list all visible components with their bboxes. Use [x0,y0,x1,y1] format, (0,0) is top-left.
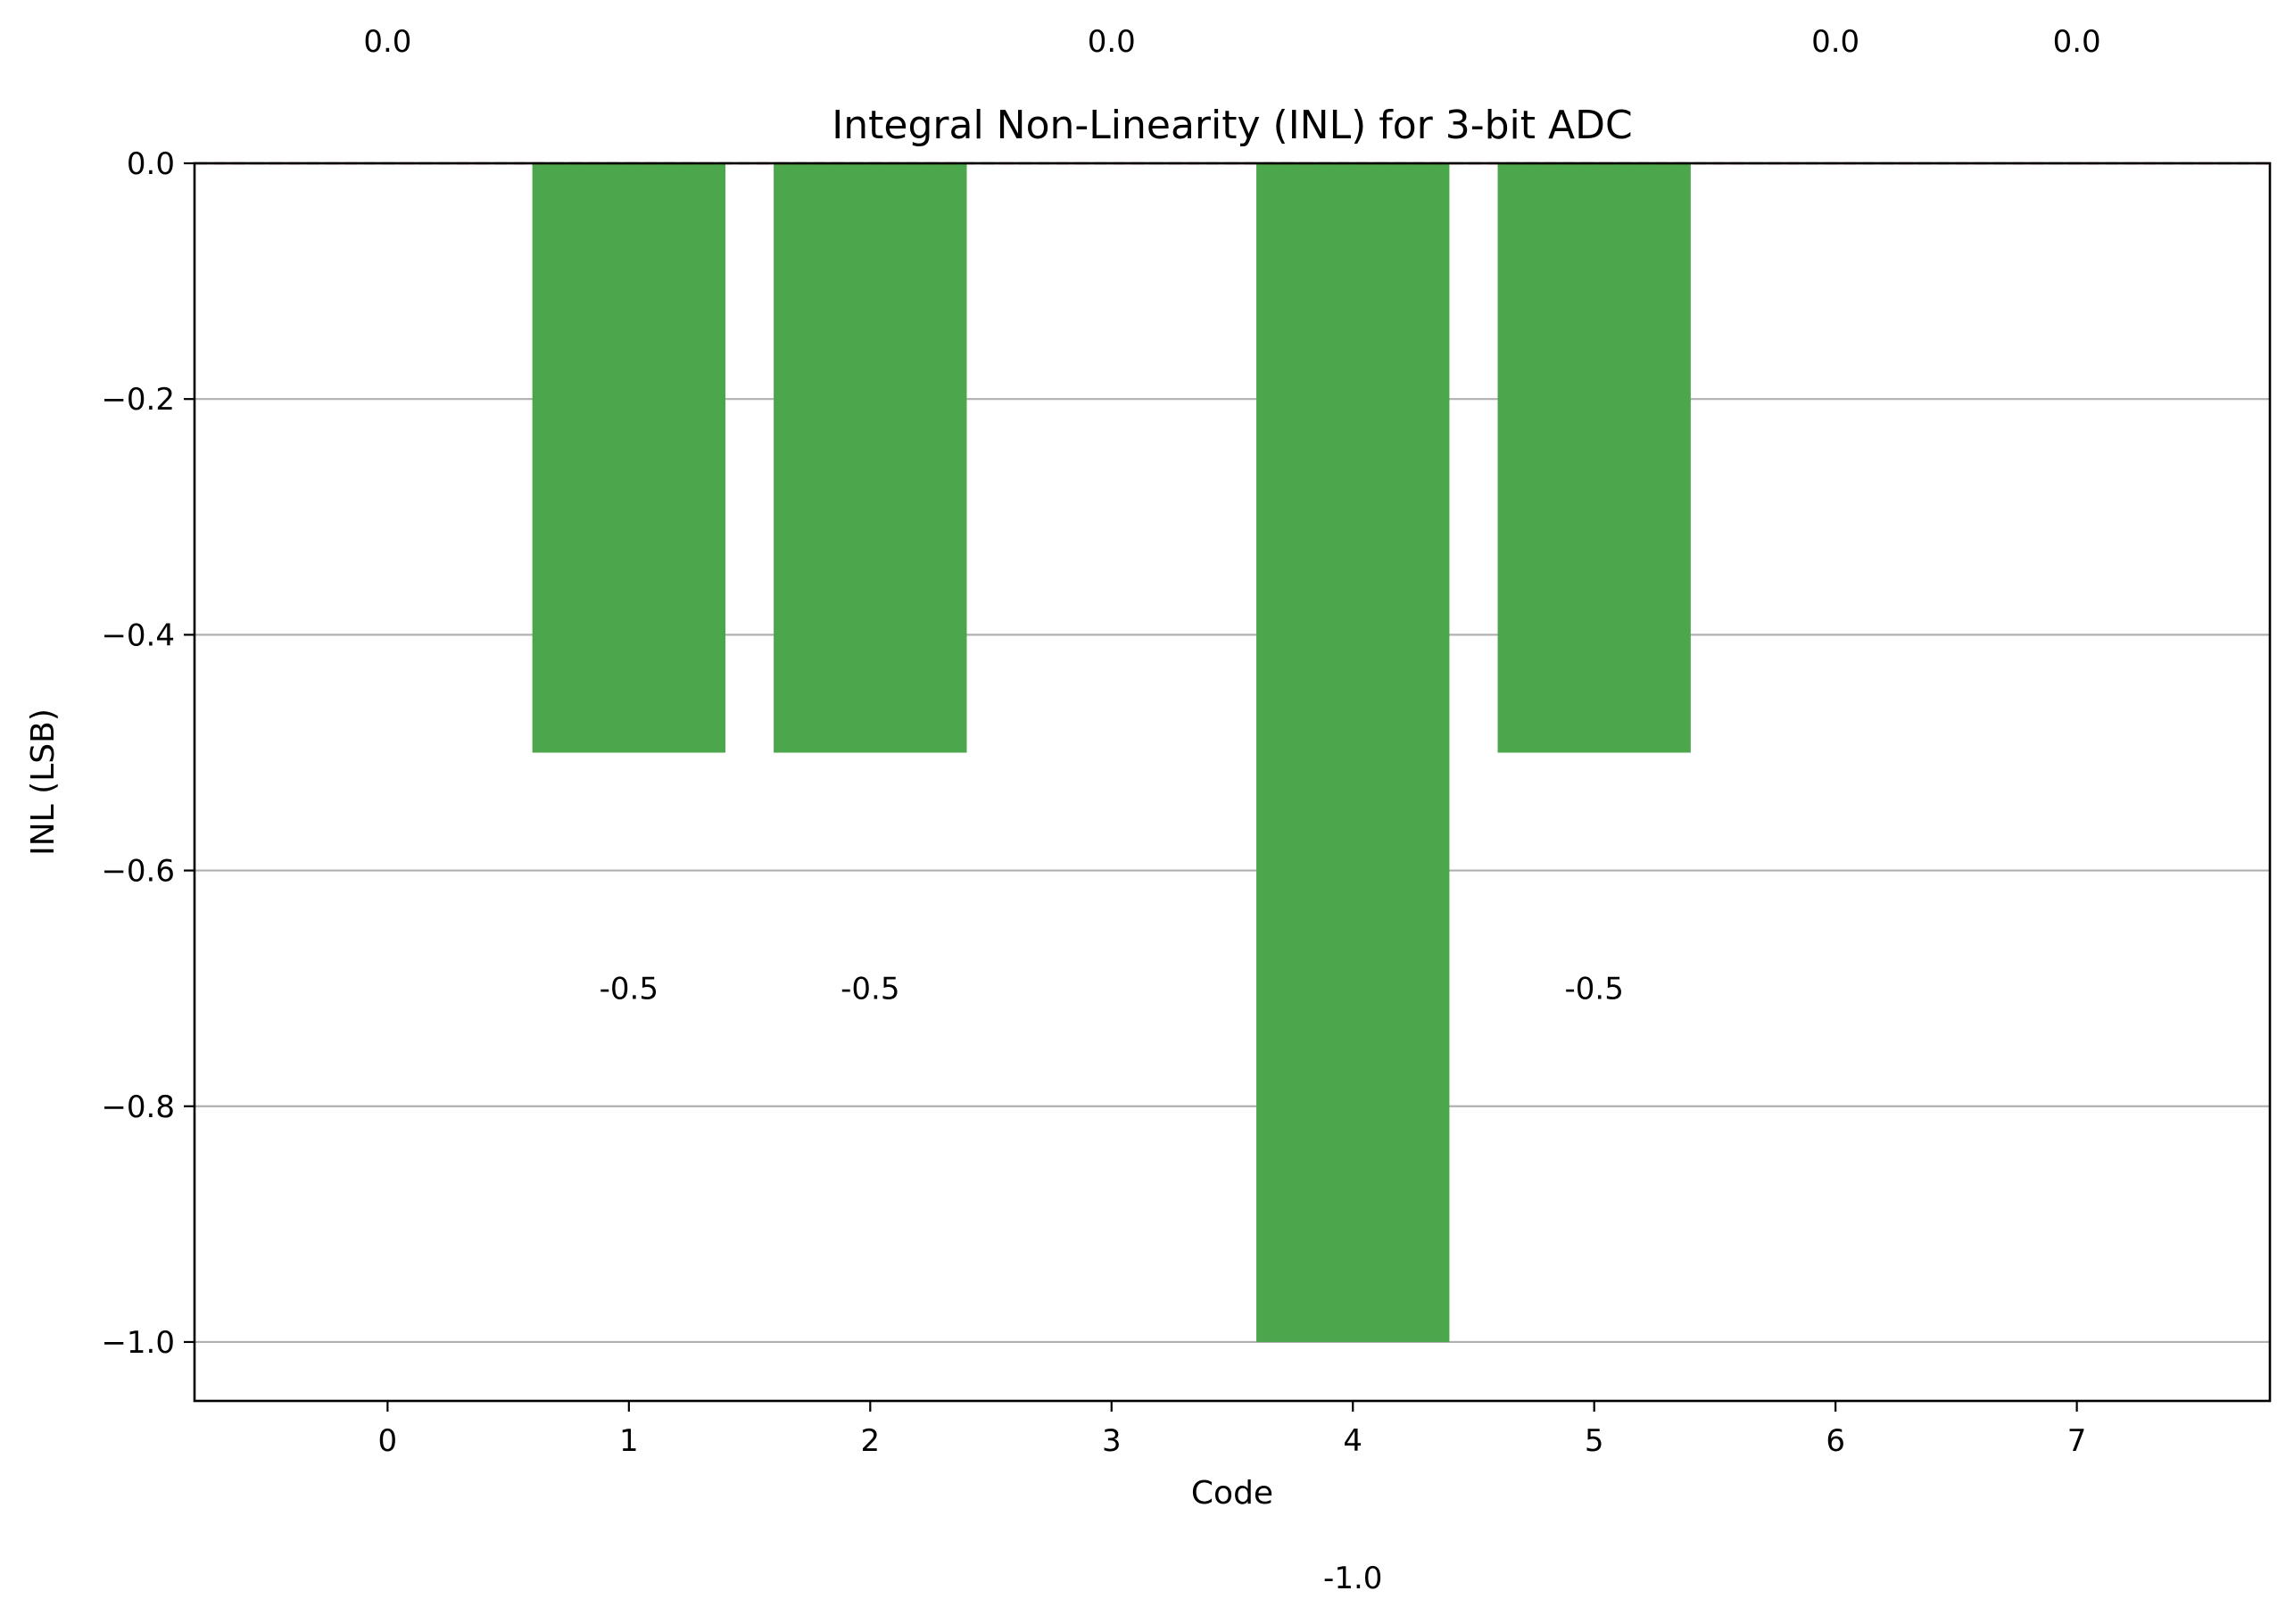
x-tick-label: 7 [2067,1423,2087,1459]
data-label-code-4: -1.0 [1323,1561,1382,1596]
bar-code-4 [1256,163,1450,1342]
grid-lines [195,162,2270,1344]
chart-title: Integral Non-Linearity (INL) for 3-bit A… [832,103,1632,148]
bar-code-5 [1497,163,1691,753]
plot-frame [193,162,2272,1403]
y-tick-label: −0.6 [101,854,175,890]
data-label-code-3: 0.0 [1088,24,1136,60]
bar-code-1 [532,163,726,753]
y-tick-label: −1.0 [101,1325,175,1361]
y-axis-title: INL (LSB) [25,708,62,856]
x-axis-title: Code [1191,1475,1273,1512]
x-tick-label: 4 [1343,1423,1362,1459]
x-tick-label: 2 [860,1423,880,1459]
x-tick-label: 3 [1102,1423,1122,1459]
data-label-code-0: 0.0 [363,24,411,60]
data-label-code-6: 0.0 [1811,24,1859,60]
data-label-code-1: -0.5 [600,972,658,1007]
x-ticks: 0 1 2 3 4 5 6 7 [378,1401,2087,1459]
bar-code-2 [774,163,967,753]
data-label-code-7: 0.0 [2053,24,2101,60]
data-labels: 0.0 -0.5 -0.5 0.0 -1.0 -0.5 0.0 0.0 [363,24,2100,1596]
y-tick-label: −0.8 [101,1090,175,1125]
y-tick-label: 0.0 [127,146,175,182]
bars [532,163,1691,1342]
data-label-code-5: -0.5 [1565,972,1624,1007]
axes [193,162,2272,1403]
y-tick-label: −0.2 [101,382,175,418]
y-ticks: 0.0 −0.2 −0.4 −0.6 −0.8 −1.0 [101,146,195,1361]
y-tick-label: −0.4 [101,617,175,653]
x-tick-label: 6 [1826,1423,1845,1459]
x-tick-label: 0 [378,1423,398,1459]
data-label-code-2: -0.5 [841,972,899,1007]
x-tick-label: 1 [619,1423,639,1459]
x-tick-label: 5 [1585,1423,1604,1459]
